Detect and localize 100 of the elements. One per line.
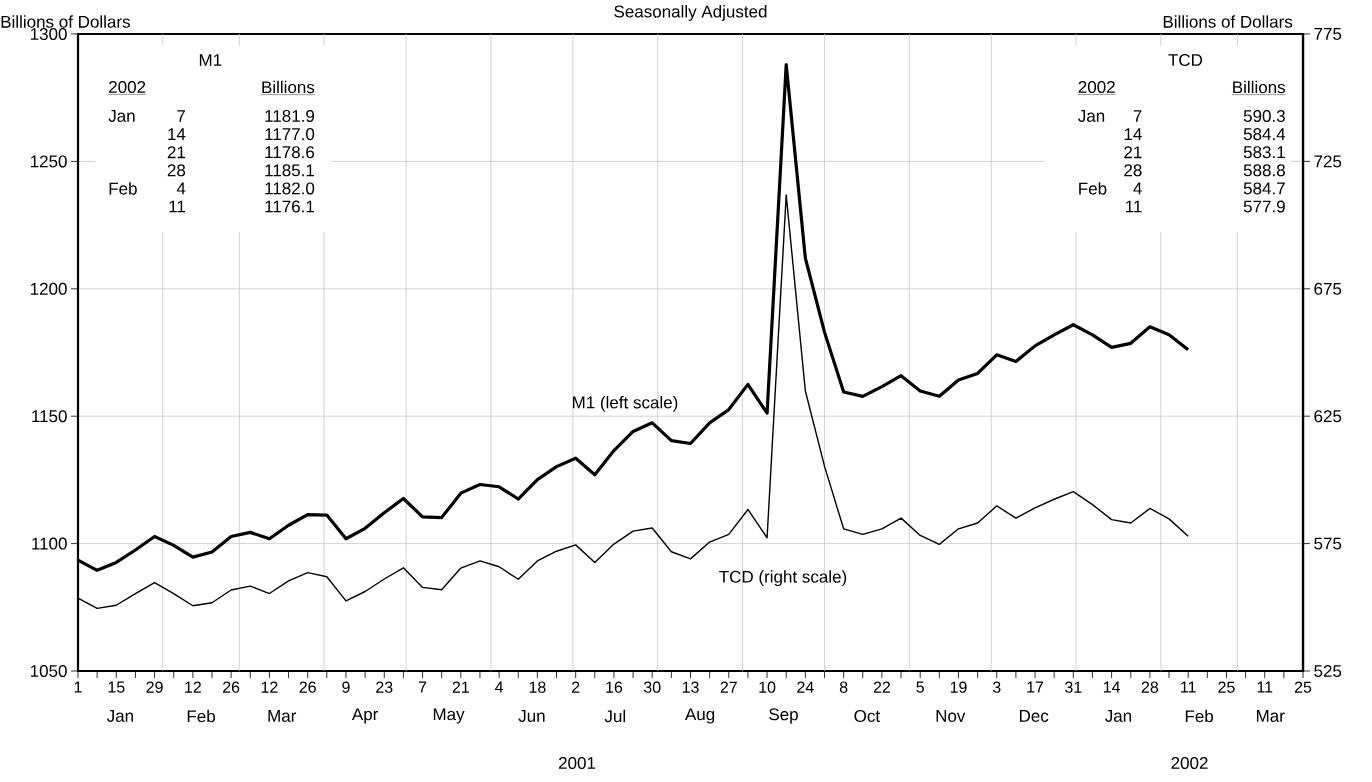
text: Feb (187, 709, 215, 723)
text: Mar (268, 710, 297, 722)
y2-tick-label: 675 (1314, 282, 1342, 295)
text: Mar (1256, 710, 1285, 722)
x-tick-label: 4 (495, 681, 504, 693)
annotation: 583.1 (1243, 146, 1285, 159)
y-tick-label: 1050 (30, 664, 67, 678)
x-tick-label: 30 (643, 681, 661, 693)
y2-tick-label: 625 (1314, 410, 1342, 423)
text: Aug (684, 708, 715, 724)
x-tick-label: 24 (797, 681, 814, 693)
text: Dec (1019, 710, 1049, 722)
text: Oct (854, 709, 880, 723)
y2-axis-title: Billions of Dollars (1163, 15, 1293, 28)
x-tick-label: 2 (572, 681, 580, 693)
text: May (433, 708, 465, 724)
annotation: Feb (1079, 182, 1107, 195)
x-tick-label: 7 (418, 681, 427, 693)
text: Jan (106, 710, 133, 722)
annotation: 584.7 (1243, 182, 1285, 195)
x-tick-label: 15 (108, 681, 125, 693)
x-tick-label: 16 (606, 681, 623, 693)
annotation: 4 (176, 182, 186, 195)
annotation: Billions (262, 80, 315, 94)
series-label: TCD (right scale) (719, 570, 847, 587)
x-tick-label: 21 (452, 681, 469, 693)
annotation: Jan (108, 110, 135, 122)
annotation: 590.3 (1243, 109, 1285, 123)
x-tick-label: 14 (1103, 681, 1121, 693)
annotation: 1185.1 (265, 164, 315, 177)
text: Apr (351, 708, 379, 724)
series-label: M1 (left scale) (573, 395, 678, 412)
annotation: 28 (1124, 164, 1142, 177)
y-tick-label: 1100 (32, 537, 67, 550)
annotation: 7 (1133, 110, 1142, 122)
x-tick-label: 28 (1141, 681, 1159, 693)
x-tick-label: 9 (342, 681, 350, 693)
y2-tick-label: 575 (1314, 537, 1342, 550)
annotation: 1177.0 (265, 128, 315, 141)
x-tick-label: 17 (1027, 681, 1044, 693)
text: Jul (604, 709, 626, 723)
text: Feb (1185, 709, 1214, 723)
y-tick-label: 1300 (30, 27, 67, 41)
x-tick-label: 10 (759, 681, 776, 693)
annotation: 2002 (109, 80, 146, 94)
annotation: 21 (167, 146, 186, 159)
annotation: 14 (1124, 128, 1142, 140)
text: 2001 (558, 756, 596, 770)
annotation: 1178.6 (265, 146, 315, 159)
x-tick-label: 8 (839, 681, 848, 693)
x-tick-label: 13 (682, 681, 699, 693)
annotation: M1 (199, 54, 222, 66)
annotation: 4 (1133, 182, 1142, 195)
x-tick-label: 23 (376, 681, 393, 693)
annotation: Billions (1233, 80, 1286, 94)
annotation: 28 (167, 164, 186, 177)
text: Jan (1105, 710, 1132, 722)
annotation: 1176.1 (265, 200, 315, 213)
annotation: 11 (169, 200, 186, 213)
text: Nov (936, 710, 966, 722)
x-tick-label: 1 (74, 681, 82, 693)
x-tick-label: 29 (146, 681, 163, 693)
x-tick-label: 11 (1181, 681, 1196, 693)
text: 2002 (1171, 756, 1208, 770)
annotation: 588.8 (1243, 164, 1285, 177)
y-axis-title: Billions of Dollars (1, 15, 130, 28)
annotation: Feb (109, 182, 137, 195)
chart-title: Seasonally Adjusted (614, 5, 767, 21)
x-tick-label: 12 (261, 681, 278, 693)
y2-tick-label: 725 (1314, 155, 1342, 168)
annotation: Jan (1078, 110, 1105, 122)
x-tick-label: 12 (185, 681, 201, 693)
x-tick-label: 22 (873, 681, 891, 693)
annotation: 1181.9 (265, 109, 315, 123)
annotation: 14 (168, 128, 186, 140)
annotation: 1182.0 (265, 182, 315, 195)
x-tick-label: 3 (992, 681, 1001, 693)
x-tick-label: 26 (223, 681, 240, 693)
x-tick-label: 31 (1065, 681, 1082, 693)
x-tick-label: 25 (1294, 681, 1312, 693)
annotation: 7 (177, 110, 185, 122)
annotation: 584.4 (1243, 128, 1286, 141)
y-tick-label: 1150 (32, 410, 67, 423)
x-tick-label: 19 (950, 681, 967, 693)
y2-tick-label: 775 (1314, 28, 1342, 40)
x-tick-label: 26 (299, 681, 316, 693)
annotation: 577.9 (1243, 200, 1285, 213)
y-tick-label: 1200 (30, 282, 67, 295)
y2-tick-label: 525 (1314, 664, 1342, 678)
y-tick-label: 1250 (30, 155, 67, 168)
annotation: 2002 (1078, 80, 1115, 94)
annotation: TCD (1168, 53, 1203, 67)
annotation: 11 (1126, 200, 1142, 213)
x-tick-label: 25 (1218, 681, 1235, 693)
x-tick-label: 18 (529, 681, 546, 693)
x-tick-label: 27 (720, 681, 737, 693)
x-tick-label: 5 (916, 681, 924, 693)
annotation: 21 (1124, 146, 1142, 159)
x-tick-label: 11 (1257, 681, 1273, 693)
text: Sep (769, 708, 798, 724)
